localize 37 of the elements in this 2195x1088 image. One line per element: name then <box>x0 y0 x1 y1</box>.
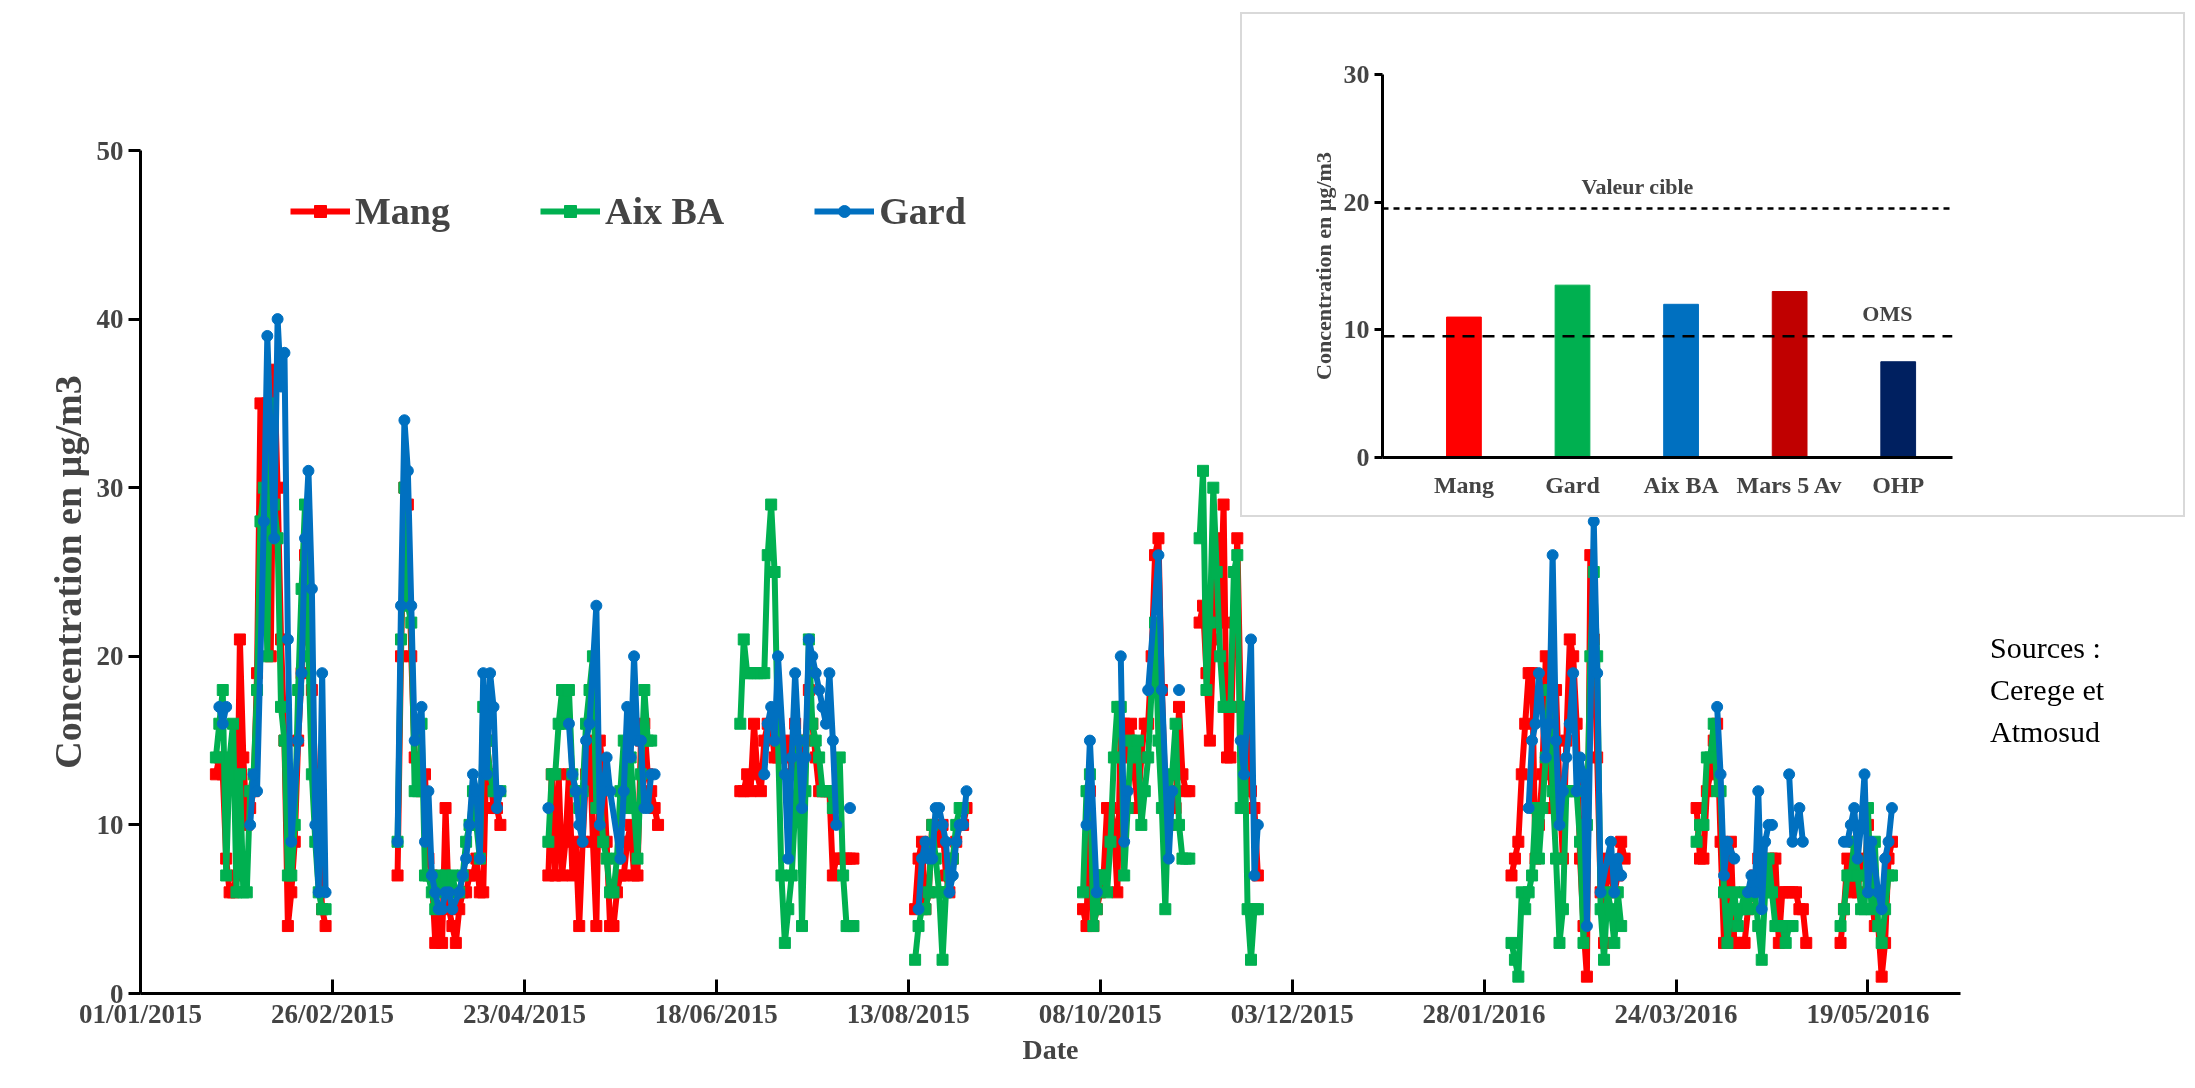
x-tick-label: 08/10/2015 <box>1038 998 1162 1029</box>
x-tick-label: Mars 5 Av <box>1736 471 1842 498</box>
bar <box>1554 284 1591 458</box>
legend-label: Mang <box>355 189 450 233</box>
bar <box>1446 316 1482 458</box>
y-tick-label: 20 <box>1343 187 1370 217</box>
ref-line-label: Valeur cible <box>1581 173 1694 199</box>
x-tick-label: 23/04/2015 <box>462 998 586 1029</box>
y-axis-title: Concentration en µg/m3 <box>46 375 89 769</box>
x-tick-label: 24/03/2016 <box>1614 998 1738 1029</box>
x-tick-label: OHP <box>1872 471 1925 498</box>
y-tick-label: 30 <box>96 472 124 503</box>
bar <box>1663 303 1699 458</box>
y-tick-label: 10 <box>1343 315 1370 345</box>
x-axis-title: Date <box>1022 1033 1079 1065</box>
x-tick-label: 13/08/2015 <box>846 998 970 1029</box>
y-tick-label: 30 <box>1343 60 1370 89</box>
legend-label: Aix BA <box>605 189 725 233</box>
x-tick-label: 28/01/2016 <box>1422 998 1546 1029</box>
y-axis-title: Concentration en µg/m3 <box>1310 152 1336 380</box>
y-tick-label: 0 <box>1356 443 1370 472</box>
x-tick-label: Gard <box>1545 471 1601 498</box>
y-tick-label: 50 <box>96 135 124 166</box>
bar <box>1880 361 1917 458</box>
x-tick-label: Mang <box>1433 471 1494 498</box>
source-note: Sources : Cerege et Atmosud <box>1990 630 2105 750</box>
legend-label: Gard <box>879 189 966 233</box>
x-tick-label: 18/06/2015 <box>654 998 778 1029</box>
x-tick-label: 03/12/2015 <box>1230 998 1354 1029</box>
ref-line-label: OMS <box>1862 301 1913 327</box>
x-tick-label: 19/05/2016 <box>1806 998 1930 1029</box>
y-tick-label: 10 <box>96 809 124 840</box>
y-tick-label: 20 <box>96 641 124 672</box>
y-tick-label: 40 <box>96 304 124 335</box>
bar <box>1771 291 1808 458</box>
x-tick-label: Aix BA <box>1643 471 1720 498</box>
x-tick-label: 26/02/2015 <box>270 998 394 1029</box>
